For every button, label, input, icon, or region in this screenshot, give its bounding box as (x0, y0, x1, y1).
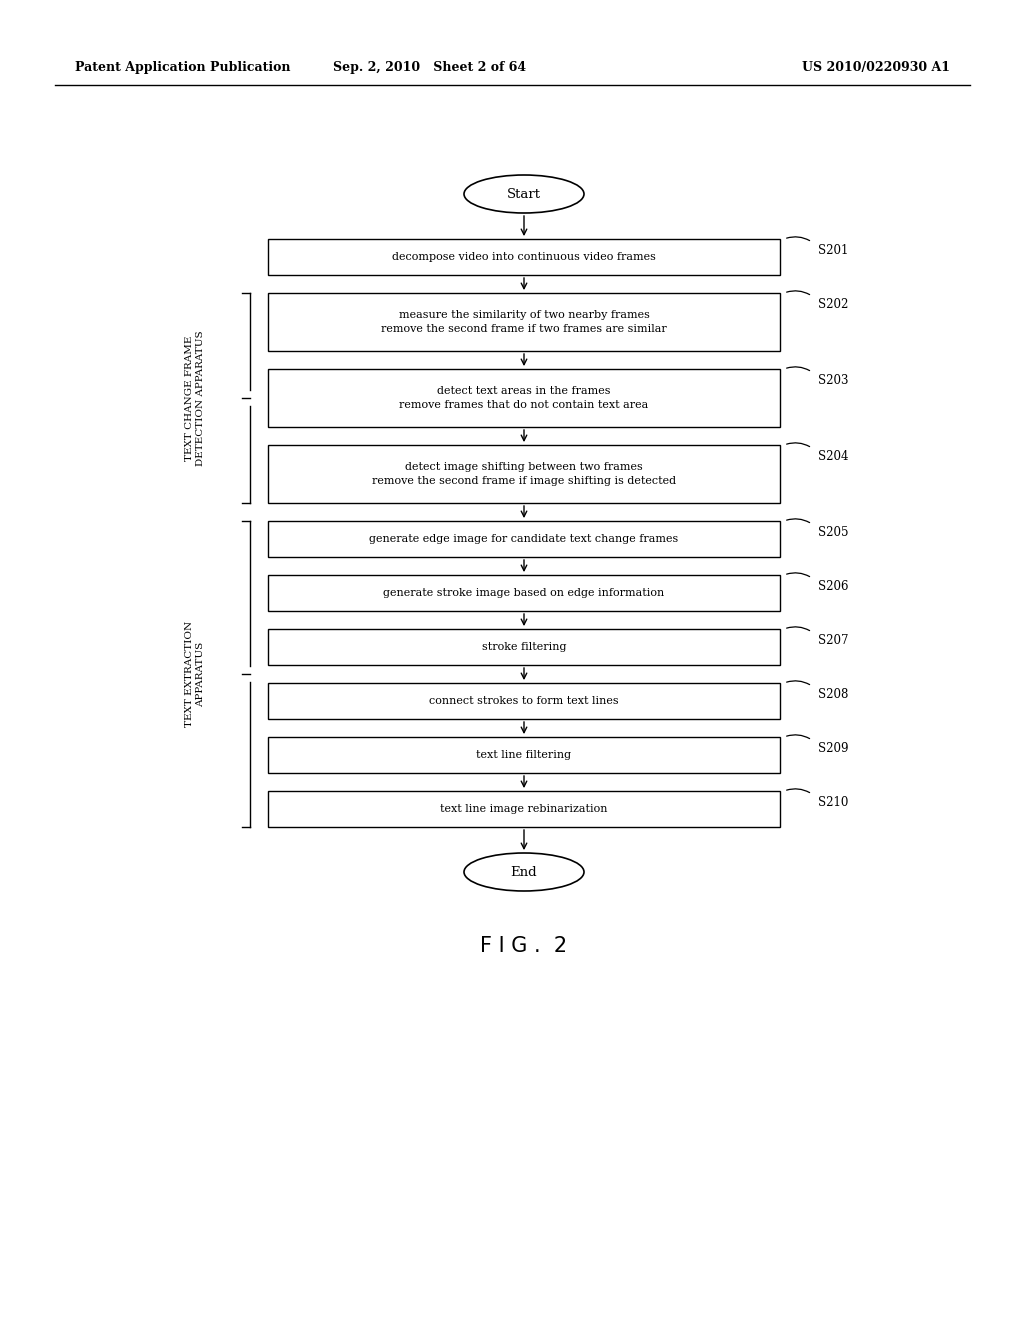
Text: Start: Start (507, 187, 541, 201)
Text: decompose video into continuous video frames: decompose video into continuous video fr… (392, 252, 656, 261)
Text: End: End (511, 866, 538, 879)
Text: S204: S204 (818, 450, 849, 463)
Text: measure the similarity of two nearby frames
remove the second frame if two frame: measure the similarity of two nearby fra… (381, 310, 667, 334)
Text: generate edge image for candidate text change frames: generate edge image for candidate text c… (370, 535, 679, 544)
Text: Sep. 2, 2010   Sheet 2 of 64: Sep. 2, 2010 Sheet 2 of 64 (334, 62, 526, 74)
Text: stroke filtering: stroke filtering (481, 642, 566, 652)
Text: S206: S206 (818, 579, 849, 593)
Text: Patent Application Publication: Patent Application Publication (75, 62, 291, 74)
Text: S208: S208 (818, 688, 848, 701)
Text: text line image rebinarization: text line image rebinarization (440, 804, 608, 814)
Text: S201: S201 (818, 244, 848, 257)
Text: S210: S210 (818, 796, 848, 809)
Text: connect strokes to form text lines: connect strokes to form text lines (429, 696, 618, 706)
Text: S203: S203 (818, 374, 849, 387)
Text: US 2010/0220930 A1: US 2010/0220930 A1 (802, 62, 950, 74)
Text: generate stroke image based on edge information: generate stroke image based on edge info… (383, 587, 665, 598)
Text: S202: S202 (818, 298, 848, 312)
Text: TEXT CHANGE FRAME
DETECTION APPARATUS: TEXT CHANGE FRAME DETECTION APPARATUS (185, 330, 205, 466)
Text: TEXT EXTRACTION
APPARATUS: TEXT EXTRACTION APPARATUS (185, 620, 205, 727)
Text: detect text areas in the frames
remove frames that do not contain text area: detect text areas in the frames remove f… (399, 385, 648, 411)
Text: text line filtering: text line filtering (476, 750, 571, 760)
Text: S205: S205 (818, 525, 849, 539)
Text: F I G .  2: F I G . 2 (480, 936, 567, 956)
Text: S209: S209 (818, 742, 849, 755)
Text: S207: S207 (818, 634, 849, 647)
Text: detect image shifting between two frames
remove the second frame if image shifti: detect image shifting between two frames… (372, 462, 676, 486)
